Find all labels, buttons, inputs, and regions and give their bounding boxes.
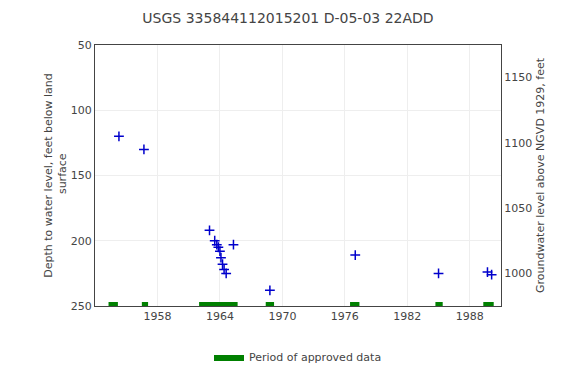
svg-text:250: 250 xyxy=(71,300,92,313)
svg-text:50: 50 xyxy=(78,39,92,52)
svg-text:200: 200 xyxy=(71,235,92,248)
svg-text:1000: 1000 xyxy=(504,267,532,280)
svg-text:Groundwater level above NGVD 1: Groundwater level above NGVD 1929, feet xyxy=(534,57,547,293)
svg-text:USGS 335844112015201 D-05-03 2: USGS 335844112015201 D-05-03 22ADD xyxy=(142,10,433,26)
svg-text:Period of approved data: Period of approved data xyxy=(249,351,381,364)
svg-text:1982: 1982 xyxy=(393,310,421,323)
svg-text:1100: 1100 xyxy=(504,137,532,150)
svg-text:1988: 1988 xyxy=(456,310,484,323)
svg-text:1150: 1150 xyxy=(504,71,532,84)
svg-text:1970: 1970 xyxy=(268,310,296,323)
svg-text:1958: 1958 xyxy=(143,310,171,323)
svg-text:1050: 1050 xyxy=(504,202,532,215)
svg-text:1964: 1964 xyxy=(206,310,234,323)
svg-text:1976: 1976 xyxy=(331,310,359,323)
svg-text:150: 150 xyxy=(71,169,92,182)
svg-text:Depth to water level, feet bel: Depth to water level, feet below land su… xyxy=(42,73,69,278)
svg-text:100: 100 xyxy=(71,104,92,117)
